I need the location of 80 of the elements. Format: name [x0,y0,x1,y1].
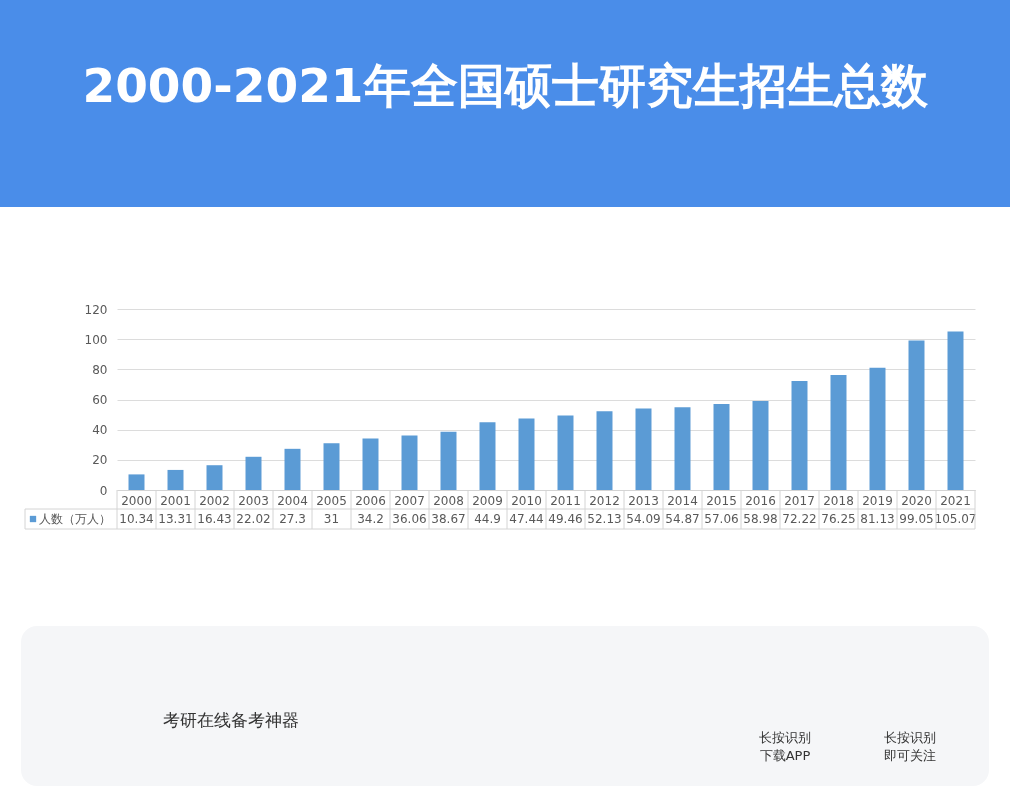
text: 长按识别 [759,730,811,745]
y-tick-label: 60 [92,393,108,407]
x-tick-label: 2011 [550,493,581,508]
bar [908,340,925,490]
data-label: 76.25 [821,512,856,526]
bar [635,408,652,490]
bar [440,431,457,490]
bar [284,448,301,490]
x-tick-label: 2015 [706,493,737,508]
x-tick-label: 2009 [472,493,503,508]
x-tick-label: 2007 [394,493,425,508]
data-label: 38.67 [431,512,466,526]
y-tick-label: 120 [84,302,108,317]
data-label: 36.06 [392,512,427,526]
y-tick-label: 100 [84,332,108,347]
data-label: 13.31 [158,512,193,526]
x-tick-label: 2005 [316,493,347,508]
bar [323,443,340,490]
text: 即可关注 [884,748,936,763]
bar [791,381,808,490]
x-tick-label: 2017 [784,493,815,508]
x-tick-label: 2002 [199,493,230,508]
bar [401,435,418,490]
x-tick-label: 2013 [628,493,659,508]
data-label: 54.87 [665,512,700,526]
x-tick-label: 2021 [940,493,971,508]
bar [713,403,730,490]
x-tick-label: 2020 [901,493,932,508]
bar [245,456,262,490]
text: 长按识别 [884,730,936,745]
x-tick-label: 2001 [160,493,191,508]
data-label: 10.34 [119,512,154,526]
data-label: 57.06 [704,512,739,526]
data-label: 22.02 [236,512,271,526]
y-tick-label: 20 [92,453,108,468]
bar [947,331,964,490]
x-tick-label: 2019 [862,493,893,508]
x-tick-label: 2014 [667,493,698,508]
x-tick-label: 2018 [823,493,854,508]
bar [674,407,691,490]
legend-label: 人数（万人） [39,512,111,526]
bar [362,438,379,490]
data-label: 49.46 [548,512,583,526]
bar [557,415,574,490]
bar [128,474,145,490]
bar [869,367,886,490]
x-tick-label: 2000 [121,493,152,508]
text: 下载APP [759,748,811,763]
bar [206,465,223,490]
x-tick-label: 2016 [745,493,776,508]
data-label: 99.05 [899,512,934,526]
data-label: 27.3 [279,512,306,526]
bar [479,422,496,490]
data-label: 34.2 [357,512,384,526]
x-tick-label: 2006 [355,493,386,508]
data-label: 52.13 [587,512,622,526]
y-tick-label: 40 [92,423,108,438]
chart-title: 2000-2021年全国硕士研究生招生总数 [82,58,929,113]
bar [167,469,184,490]
bar [752,401,769,490]
x-tick-label: 2010 [511,493,542,508]
data-label: 105.07 [934,512,977,526]
bar [596,411,613,490]
x-tick-label: 2004 [277,493,308,508]
y-tick-label: 0 [99,483,108,498]
data-label: 54.09 [626,512,661,526]
data-label: 72.22 [782,512,817,526]
data-label: 58.98 [743,512,778,526]
bar [518,418,535,490]
bar [830,374,847,490]
data-label: 47.44 [509,512,544,526]
x-tick-label: 2008 [433,493,464,508]
text: 考研在线备考神器 [163,710,299,730]
x-tick-label: 2003 [238,493,269,508]
x-tick-label: 2012 [589,493,620,508]
y-tick-label: 80 [92,362,108,377]
data-label: 81.13 [860,512,895,526]
data-label: 16.43 [197,512,232,526]
data-label: 44.9 [474,512,501,526]
data-label: 31 [323,512,340,526]
